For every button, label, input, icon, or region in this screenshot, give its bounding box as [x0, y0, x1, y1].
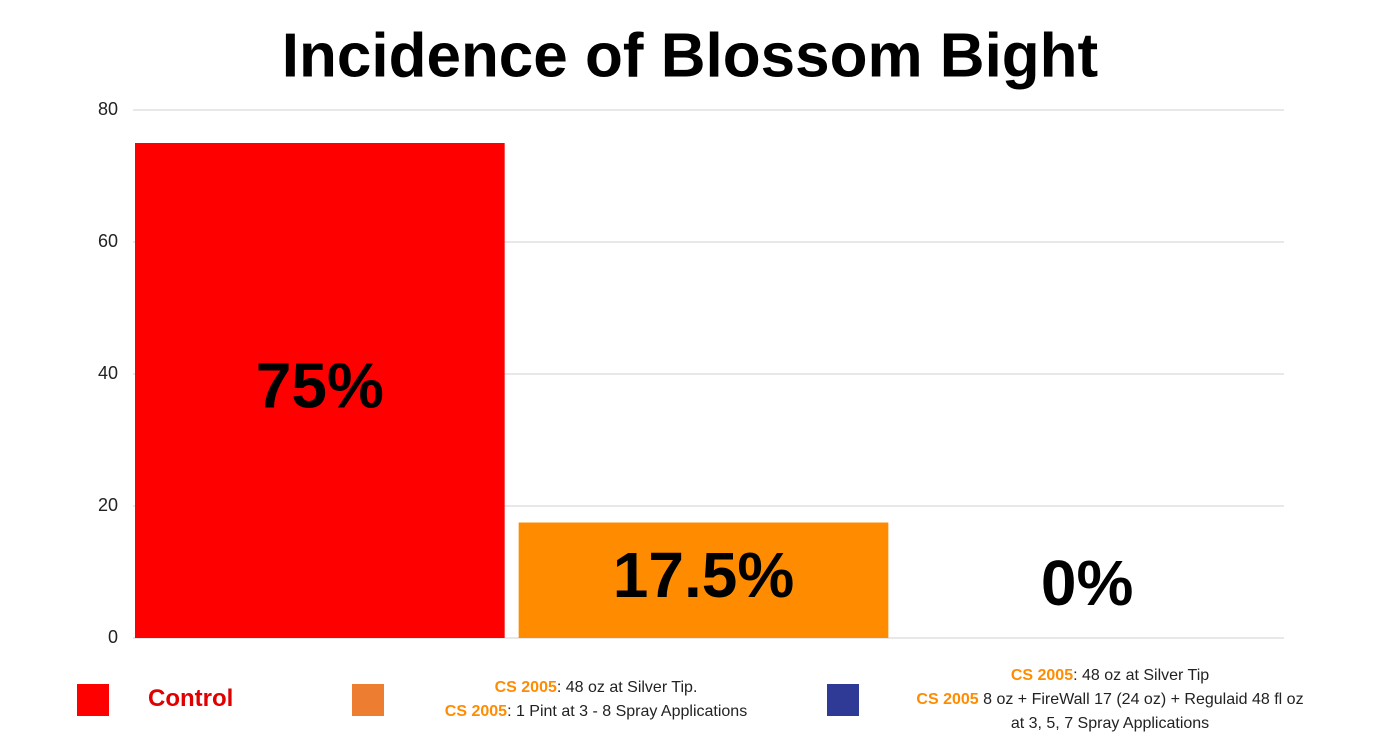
bar — [135, 143, 505, 638]
data-label: 17.5% — [613, 539, 794, 611]
data-label: 75% — [256, 349, 384, 421]
legend-segment: 8 oz + FireWall 17 (24 oz) + Regulaid 48… — [979, 691, 1304, 708]
legend-swatch — [352, 684, 384, 716]
legend-text: CS 2005: 48 oz at Silver Tip — [1011, 667, 1209, 684]
bar — [518, 522, 889, 638]
legend-text: Control — [148, 685, 233, 712]
y-tick-label: 40 — [98, 363, 118, 383]
legend-swatch — [77, 684, 109, 716]
legend-segment: : 48 oz at Silver Tip — [1073, 667, 1209, 684]
y-tick-label: 20 — [98, 495, 118, 515]
legend-segment: CS 2005 — [495, 679, 557, 696]
legend-segment: : 48 oz at Silver Tip. — [557, 679, 698, 696]
legend-segment: CS 2005 — [916, 691, 978, 708]
legend-segment: CS 2005 — [1011, 667, 1073, 684]
data-label: 0% — [1041, 547, 1134, 619]
legend-segment: at 3, 5, 7 Spray Applications — [1011, 715, 1209, 732]
legend-swatch — [827, 684, 859, 716]
legend-segment: Control — [148, 685, 233, 712]
legend-text: CS 2005 8 oz + FireWall 17 (24 oz) + Reg… — [916, 691, 1303, 708]
legend-text: CS 2005: 1 Pint at 3 - 8 Spray Applicati… — [445, 703, 747, 720]
chart-title: Incidence of Blossom Bight — [282, 21, 1098, 90]
y-tick-label: 60 — [98, 231, 118, 251]
legend-text: at 3, 5, 7 Spray Applications — [1011, 715, 1209, 732]
y-tick-label: 0 — [108, 627, 118, 647]
legend-segment: CS 2005 — [445, 703, 507, 720]
legend-text: CS 2005: 48 oz at Silver Tip. — [495, 679, 698, 696]
legend-segment: : 1 Pint at 3 - 8 Spray Applications — [507, 703, 747, 720]
y-tick-label: 80 — [98, 99, 118, 119]
